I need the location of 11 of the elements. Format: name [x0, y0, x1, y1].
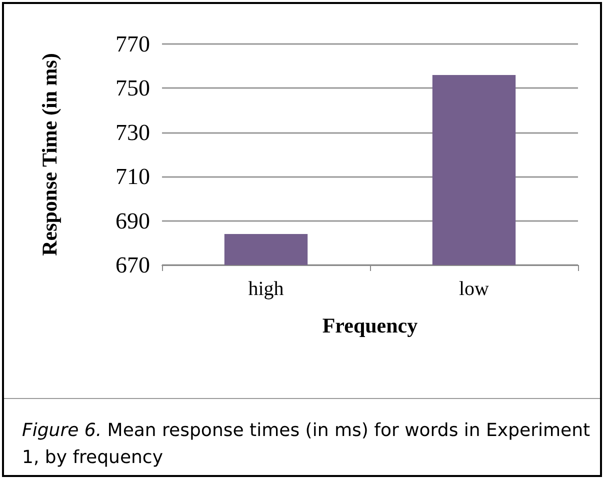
y-tick-label: 730	[116, 120, 150, 145]
y-tick-label: 770	[116, 32, 150, 56]
y-tick-label: 750	[116, 76, 150, 101]
x-tick-label: low	[459, 278, 490, 300]
x-axis-title: Frequency	[322, 314, 418, 338]
y-tick-label: 710	[116, 164, 150, 190]
y-tick-label: 670	[116, 252, 150, 278]
y-axis-title: Response Time (in ms)	[38, 53, 62, 256]
caption: Figure 6. Mean response times (in ms) for words in Experiment 1, by frequency	[22, 419, 592, 470]
x-tick-label: high	[248, 278, 284, 300]
y-tick-label: 690	[116, 208, 150, 234]
